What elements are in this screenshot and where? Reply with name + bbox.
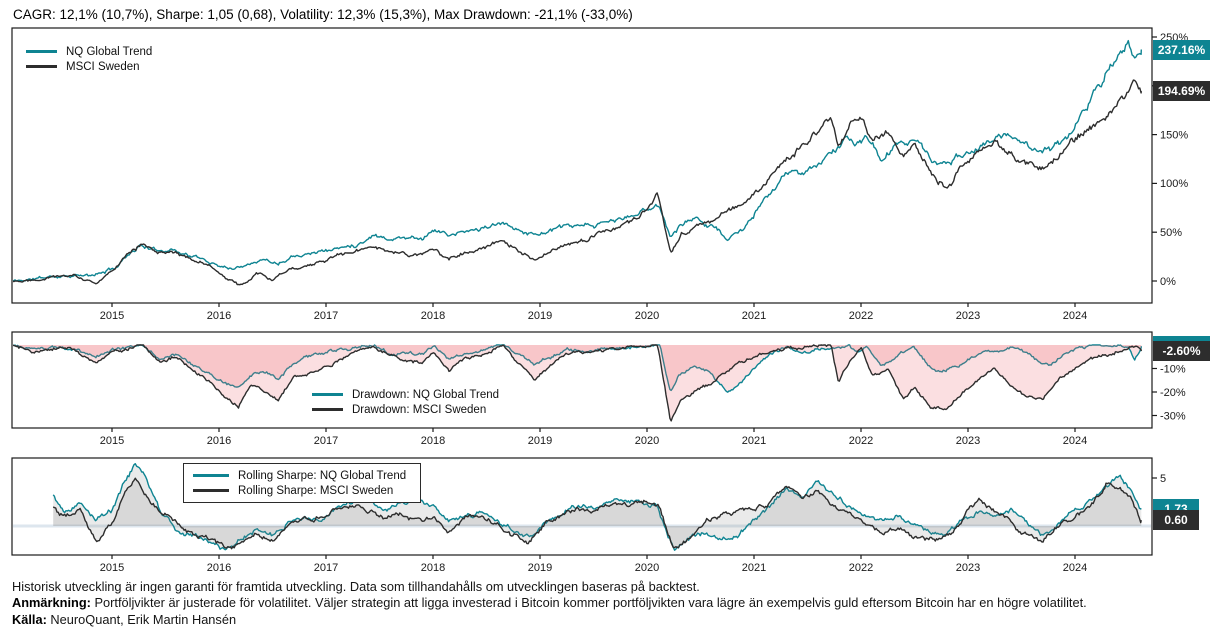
zero-line-band — [13, 524, 1151, 528]
nq-global-trend-end-badge: 237.16% — [1153, 39, 1210, 60]
x-tick-label-2024: 2024 — [1063, 562, 1087, 574]
sharpe-msci-swatch — [193, 489, 229, 492]
x-tick-label-2017: 2017 — [314, 562, 338, 574]
x-tick-label-2021: 2021 — [742, 562, 766, 574]
drawdown-nq-global-trend-fill — [13, 345, 1142, 393]
rolling-sharpe-msci-sweden-end-badge: 0.60 — [1153, 510, 1199, 531]
nq-global-trend-line — [13, 39, 1142, 282]
legend-item-drawdown-nq: Drawdown: NQ Global Trend — [312, 387, 499, 402]
x-tick-label-2016: 2016 — [207, 562, 231, 574]
legend-label: Rolling Sharpe: NQ Global Trend — [238, 469, 407, 482]
x-tick-label-2016: 2016 — [207, 310, 231, 322]
x-tick-label-2021: 2021 — [742, 310, 766, 322]
drawdown-msci-swatch — [312, 408, 343, 411]
legend-item-sharpe-msci: Rolling Sharpe: MSCI Sweden — [193, 483, 406, 498]
y-tick-label: 150% — [1160, 129, 1188, 141]
x-tick-label-2023: 2023 — [956, 310, 980, 322]
x-tick-label-2015: 2015 — [100, 562, 124, 574]
legend-cumulative-returns: NQ Global Trend MSCI Sweden — [26, 44, 152, 74]
rolling-sharpe-nq-global-trend-line — [52, 463, 1142, 551]
y-tick-label: 100% — [1160, 178, 1188, 190]
y-tick-label: 5 — [1160, 473, 1166, 485]
rolling-sharpe-border — [11, 457, 1153, 556]
legend-item-sharpe-nq: Rolling Sharpe: NQ Global Trend — [193, 468, 406, 483]
x-tick-label-2020: 2020 — [635, 435, 659, 447]
nq-global-trend-swatch — [26, 50, 57, 53]
rolling-sharpe-msci-sweden-line — [52, 477, 1142, 550]
source-line: Källa: NeuroQuant, Erik Martin Hansén — [12, 612, 1087, 628]
sharpe-nq-swatch — [193, 474, 229, 477]
disclaimer-line: Historisk utveckling är ingen garanti fö… — [12, 579, 700, 594]
x-tick-label-2023: 2023 — [956, 435, 980, 447]
legend-drawdown: Drawdown: NQ Global Trend Drawdown: MSCI… — [312, 387, 499, 417]
x-tick-label-2019: 2019 — [528, 310, 552, 322]
x-tick-label-2019: 2019 — [528, 435, 552, 447]
legend-item-nq-global-trend: NQ Global Trend — [26, 44, 152, 59]
legend-label: MSCI Sweden — [66, 60, 140, 73]
x-tick-label-2024: 2024 — [1063, 310, 1087, 322]
y-tick-label: 50% — [1160, 227, 1182, 239]
x-tick-label-2022: 2022 — [849, 562, 873, 574]
legend-label: NQ Global Trend — [66, 45, 153, 58]
source-label: Källa: — [12, 611, 47, 627]
drawdown-border — [11, 331, 1153, 429]
msci-sweden-end-badge: 194.69% — [1153, 81, 1210, 101]
legend-label: Rolling Sharpe: MSCI Sweden — [238, 484, 394, 497]
y-tick-label: -10% — [1160, 363, 1186, 375]
x-tick-label-2015: 2015 — [100, 435, 124, 447]
x-tick-label-2018: 2018 — [421, 435, 445, 447]
legend-item-msci-sweden: MSCI Sweden — [26, 59, 152, 74]
drawdown-nq-global-trend-line — [13, 344, 1142, 393]
x-tick-label-2022: 2022 — [849, 310, 873, 322]
y-tick-label: 0% — [1160, 276, 1176, 288]
legend-item-drawdown-msci: Drawdown: MSCI Sweden — [312, 402, 499, 417]
x-tick-label-2021: 2021 — [742, 435, 766, 447]
drawdown-msci-sweden-fill — [13, 345, 1142, 421]
x-tick-label-2016: 2016 — [207, 435, 231, 447]
x-tick-label-2022: 2022 — [849, 435, 873, 447]
x-tick-label-2015: 2015 — [100, 310, 124, 322]
msci-sweden-swatch — [26, 65, 57, 68]
x-tick-label-2018: 2018 — [421, 562, 445, 574]
source-text: NeuroQuant, Erik Martin Hansén — [50, 611, 237, 627]
note-line: Anmärkning: Portföljvikter är justerade … — [12, 595, 1087, 611]
cumulative-return-plot-area — [13, 39, 1142, 286]
x-tick-label-2018: 2018 — [421, 310, 445, 322]
stats-header: CAGR: 12,1% (10,7%), Sharpe: 1,05 (0,68)… — [13, 7, 633, 22]
disclaimer-footer: Historisk utveckling är ingen garanti fö… — [12, 579, 1087, 628]
drawdown-msci-sweden-end-badge: -2.60% — [1153, 341, 1210, 362]
drawdown-plot-area — [13, 344, 1142, 422]
rolling-sharpe-plot-area — [13, 463, 1151, 551]
x-tick-label-2019: 2019 — [528, 562, 552, 574]
y-tick-label: -30% — [1160, 410, 1186, 422]
x-tick-label-2024: 2024 — [1063, 435, 1087, 447]
x-tick-label-2017: 2017 — [314, 435, 338, 447]
legend-rolling-sharpe: Rolling Sharpe: NQ Global Trend Rolling … — [183, 463, 422, 503]
cumulative-return-border — [11, 27, 1153, 304]
drawdown-nq-swatch — [312, 393, 343, 396]
x-tick-label-2020: 2020 — [635, 562, 659, 574]
note-label: Anmärkning: — [12, 595, 91, 611]
msci-sweden-line — [13, 79, 1142, 286]
legend-label: Drawdown: MSCI Sweden — [352, 403, 487, 416]
x-tick-label-2020: 2020 — [635, 310, 659, 322]
y-tick-label: -20% — [1160, 387, 1186, 399]
note-text: Portföljvikter är justerade för volatili… — [94, 595, 1087, 611]
rolling-sharpe-msci-sweden-fill — [53, 478, 1142, 549]
legend-label: Drawdown: NQ Global Trend — [352, 388, 500, 401]
x-tick-label-2023: 2023 — [956, 562, 980, 574]
x-tick-label-2017: 2017 — [314, 310, 338, 322]
drawdown-msci-sweden-line — [13, 344, 1142, 422]
